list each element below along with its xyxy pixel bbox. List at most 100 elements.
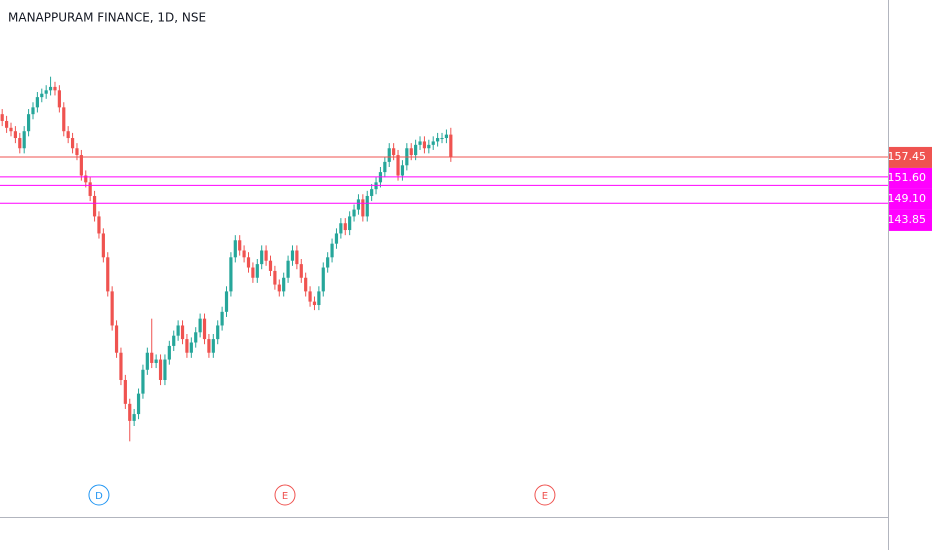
candle-body <box>317 291 321 306</box>
candle-body <box>295 250 299 265</box>
candle-body <box>194 332 198 343</box>
candle-body <box>22 131 26 149</box>
candle-body <box>198 318 202 333</box>
candle-body <box>431 141 435 145</box>
candle-body <box>35 97 39 108</box>
candle-body <box>321 267 325 292</box>
candle-body <box>348 216 352 231</box>
candle-body <box>414 144 418 156</box>
candle-body <box>260 250 264 265</box>
candle-body <box>356 199 361 210</box>
candle-body <box>400 165 405 176</box>
candle-body <box>110 291 114 326</box>
candle-body <box>211 339 215 353</box>
candle-body <box>343 223 347 231</box>
candle-body <box>119 352 123 380</box>
candle-body <box>216 325 220 340</box>
event-marker <box>88 484 110 506</box>
candle-body <box>330 243 334 258</box>
candle-body <box>383 161 387 173</box>
price-label: 143.85 <box>888 213 927 226</box>
candle-body <box>207 339 211 353</box>
candle-body <box>53 86 57 91</box>
candle-body <box>57 90 61 108</box>
candle-body <box>13 131 17 139</box>
event-label: E <box>282 491 288 502</box>
candle-body <box>114 325 119 353</box>
candle-body <box>44 90 48 94</box>
overlay: 157.45 151.60 149.10 143.85 D E E <box>0 146 932 506</box>
candle-body <box>436 138 440 142</box>
candle-body <box>136 393 141 415</box>
candle-body <box>26 114 31 132</box>
candle-body <box>185 339 189 353</box>
candle-body <box>449 134 453 157</box>
candle-body <box>238 240 242 251</box>
candle-body <box>202 318 207 340</box>
candle-body <box>277 284 281 292</box>
candle-body <box>92 195 97 217</box>
candle-body <box>308 291 312 302</box>
candle-body <box>299 264 303 278</box>
candle-body <box>312 301 317 306</box>
candle-body <box>154 359 158 363</box>
candle-body <box>233 240 237 258</box>
candle-body <box>150 352 154 363</box>
candle-body <box>132 414 136 421</box>
candle-body <box>339 223 343 234</box>
price-label: 157.45 <box>888 150 927 163</box>
candle-body <box>172 335 176 346</box>
candle-body <box>145 352 149 370</box>
candle-body <box>251 267 255 278</box>
candle-body <box>220 311 224 326</box>
candle-body <box>370 189 374 196</box>
candle-body <box>163 359 167 380</box>
candle-body <box>286 260 290 278</box>
candle-body <box>268 260 273 271</box>
candle-body <box>158 359 163 380</box>
candle-body <box>18 138 22 149</box>
candle-body <box>31 107 35 115</box>
price-label: 151.60 <box>888 171 927 184</box>
candle-body <box>246 257 251 268</box>
price-label-bg <box>889 167 932 189</box>
candle-body <box>365 195 369 217</box>
candle-body <box>304 277 308 292</box>
event-label: E <box>542 491 548 502</box>
candle-body <box>79 155 83 176</box>
candle-body <box>273 270 277 285</box>
candle-body <box>141 369 145 394</box>
candle-body <box>229 257 233 292</box>
candle-body <box>66 131 70 139</box>
event-marker <box>274 484 296 506</box>
candle-body <box>418 141 422 145</box>
candle-body <box>387 148 391 162</box>
candle-body <box>0 114 4 121</box>
candle-body <box>396 155 400 176</box>
candle-body <box>128 403 132 421</box>
chart-title: MANAPPURAM FINANCE, 1D, NSE <box>8 11 206 25</box>
candle-body <box>40 93 44 98</box>
candle-body <box>4 120 9 128</box>
candle-body <box>444 134 449 139</box>
candle-body <box>422 141 427 149</box>
candle-body <box>352 209 356 217</box>
candle-body <box>282 277 286 292</box>
candle-body <box>101 233 105 258</box>
candle-body <box>290 250 295 261</box>
candle-body <box>326 257 330 268</box>
candle-body <box>70 138 75 149</box>
event-label: D <box>95 491 103 502</box>
candle-body <box>440 138 444 140</box>
price-label-bg <box>889 146 932 168</box>
candle-body <box>75 148 79 156</box>
candle-body <box>334 233 339 244</box>
candle-body <box>255 264 259 278</box>
candle-body <box>189 342 193 353</box>
candle-body <box>9 127 13 132</box>
candle-body <box>48 86 53 91</box>
candle-body <box>62 107 66 132</box>
candle-body <box>97 216 101 234</box>
